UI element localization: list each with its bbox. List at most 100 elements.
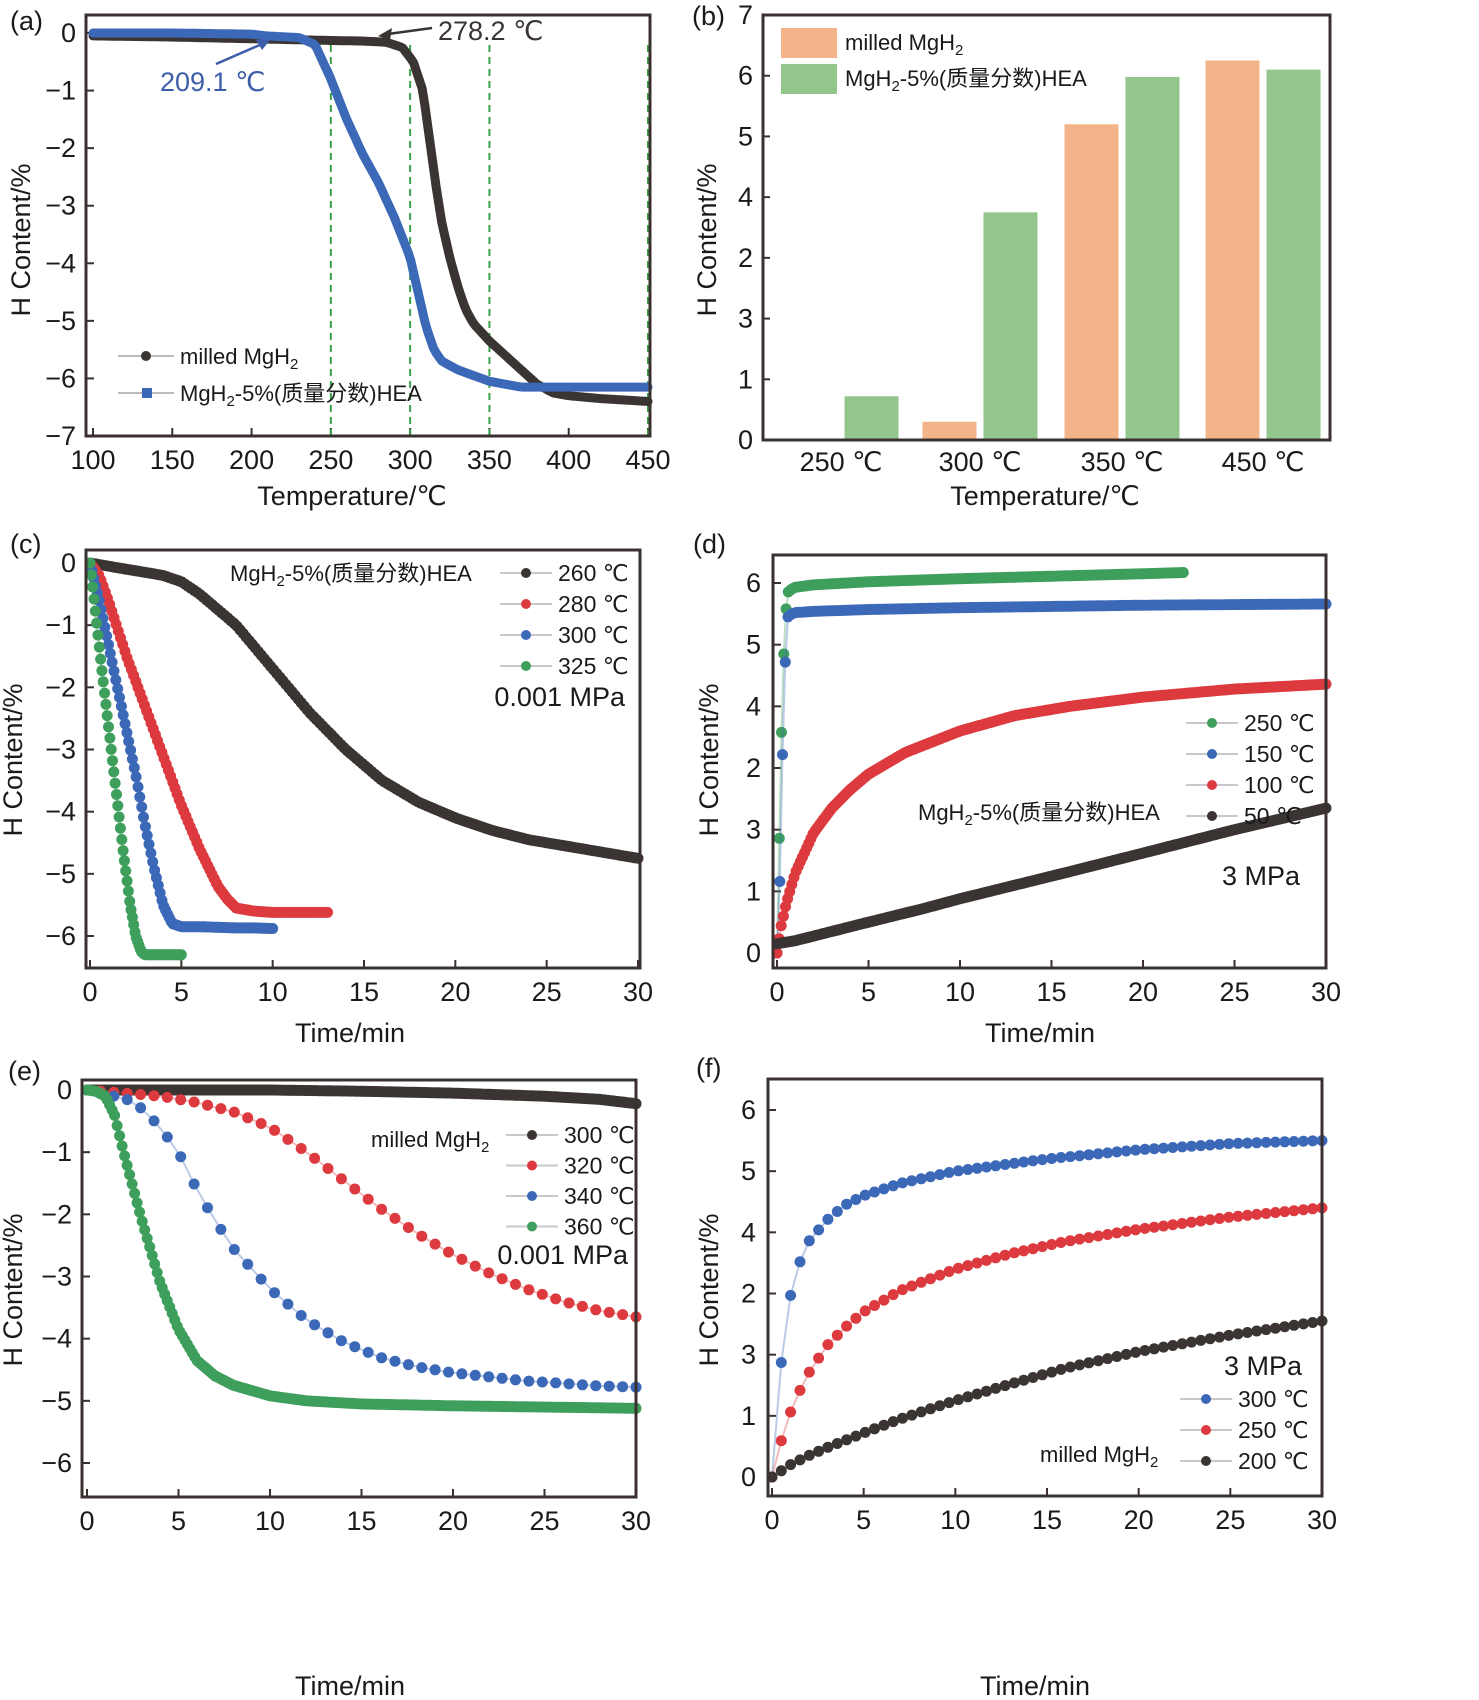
data-point: [1158, 1142, 1169, 1154]
data-point: [402, 1359, 414, 1371]
y-tick-label: −1: [45, 76, 76, 106]
series-mgh2-5-hea: [88, 28, 653, 392]
data-point: [109, 777, 121, 789]
data-point: [925, 1273, 936, 1285]
legend-label: 250 ℃: [1244, 710, 1315, 736]
x-tick-label: 100: [70, 445, 115, 475]
data-point: [510, 1278, 521, 1290]
data-point: [934, 1400, 946, 1412]
data-point: [1260, 1208, 1272, 1219]
data-point: [135, 1102, 147, 1114]
legend-label: 150 ℃: [1244, 741, 1315, 767]
y-tick-label: −5: [45, 859, 76, 889]
data-point: [971, 1162, 983, 1174]
legend-label: 320 ℃: [564, 1153, 635, 1179]
plot-frame: [771, 553, 1328, 970]
data-point: [999, 1380, 1011, 1392]
data-point: [576, 1300, 588, 1312]
legend: 300 ℃ 320 ℃ 340 ℃ 360 ℃: [506, 1122, 635, 1240]
data-point: [91, 617, 103, 629]
data-point: [869, 1423, 880, 1435]
data-point: [859, 1426, 871, 1438]
data-point: [124, 895, 136, 907]
data-point: [106, 656, 118, 668]
annotation-label: 209.1 ℃: [160, 67, 265, 97]
data-point: [1064, 1151, 1076, 1163]
data-point: [1148, 1143, 1160, 1155]
bar: [844, 396, 899, 440]
bar: [1205, 60, 1260, 441]
series-280-: [84, 557, 333, 918]
data-point: [295, 1143, 307, 1154]
data-point: [141, 830, 153, 841]
data-point: [1176, 1218, 1188, 1229]
data-point: [1279, 1206, 1291, 1218]
y-tick-label: 0: [738, 425, 753, 455]
y-tick-label: 4: [741, 1217, 756, 1247]
data-point: [402, 1222, 414, 1233]
data-point: [590, 1304, 602, 1316]
data-point: [878, 1419, 890, 1431]
data-point: [1139, 1222, 1151, 1234]
bar: [1064, 124, 1119, 441]
data-point: [389, 1212, 401, 1224]
x-axis-title: Time/min: [295, 1671, 405, 1700]
data-point: [1214, 1138, 1225, 1150]
data-point: [121, 727, 133, 739]
data-point: [295, 1310, 307, 1321]
legend-label: 325 ℃: [558, 653, 629, 679]
data-point: [980, 1161, 992, 1173]
legend-marker: [527, 1130, 537, 1140]
legend-label: 280 ℃: [558, 591, 629, 617]
data-point: [267, 923, 279, 934]
data-point: [131, 1197, 143, 1209]
data-point: [617, 1381, 629, 1393]
data-point: [483, 1267, 495, 1279]
data-point: [1251, 1137, 1263, 1149]
data-point: [1204, 1139, 1216, 1151]
data-point: [123, 735, 135, 747]
data-point: [550, 1377, 562, 1389]
data-point: [376, 1352, 388, 1364]
data-point: [1074, 1150, 1086, 1162]
x-tick-label: 250: [308, 445, 353, 475]
data-point: [1195, 1215, 1207, 1227]
series-250-: [771, 567, 1189, 959]
data-point: [99, 621, 111, 633]
x-tick-label: 10: [258, 977, 288, 1007]
data-point: [1269, 1136, 1281, 1148]
data-point: [831, 1206, 843, 1217]
legend-label: 300 ℃: [564, 1122, 635, 1148]
data-point: [122, 885, 134, 897]
data-point: [469, 1369, 481, 1381]
series-250-: [766, 1202, 1328, 1483]
data-point: [1074, 1233, 1086, 1245]
data-point: [603, 1306, 615, 1318]
data-point: [115, 700, 127, 712]
y-tick-label: −4: [41, 1324, 72, 1354]
data-point: [108, 665, 120, 677]
y-tick-label: −3: [45, 735, 76, 765]
data-point: [1167, 1219, 1179, 1231]
data-point: [822, 1213, 834, 1225]
data-point: [269, 1287, 280, 1299]
data-point: [1018, 1245, 1030, 1257]
y-tick-label: 0: [57, 1075, 72, 1105]
data-point: [1027, 1243, 1039, 1255]
y-tick-label: −2: [45, 672, 76, 702]
y-tick-label: 1: [746, 876, 761, 906]
y-tick-label: 0: [741, 1462, 756, 1492]
y-tick-label: −4: [45, 797, 76, 827]
data-point: [130, 771, 142, 783]
legend-marker: [527, 1191, 537, 1201]
x-tick-label: 25: [1219, 977, 1249, 1007]
data-point: [563, 1297, 575, 1309]
data-point: [114, 822, 126, 834]
x-tick-label: 0: [769, 977, 784, 1007]
plot-frame: [84, 13, 652, 438]
y-tick-label: 4: [738, 182, 753, 212]
data-point: [1158, 1341, 1169, 1353]
data-point: [1204, 1214, 1216, 1226]
x-axis-title: Time/min: [295, 1018, 405, 1048]
y-tick-label: 0: [61, 548, 76, 578]
